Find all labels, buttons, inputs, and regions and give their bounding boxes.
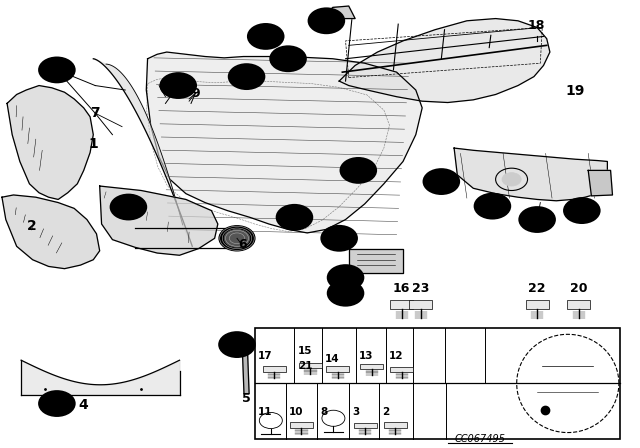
Circle shape: [224, 229, 250, 247]
Text: 5: 5: [242, 392, 251, 405]
Polygon shape: [339, 18, 550, 103]
FancyBboxPatch shape: [354, 422, 377, 428]
Text: 2: 2: [383, 407, 390, 417]
Text: 11: 11: [280, 52, 296, 65]
Text: 12: 12: [389, 351, 403, 361]
FancyBboxPatch shape: [262, 366, 285, 372]
Text: 8: 8: [174, 79, 182, 92]
Circle shape: [276, 205, 312, 230]
Polygon shape: [326, 6, 355, 18]
Text: 3: 3: [353, 407, 360, 417]
Circle shape: [328, 281, 364, 306]
Text: 23: 23: [412, 282, 429, 295]
Circle shape: [308, 8, 344, 33]
Text: 9: 9: [191, 86, 200, 99]
Text: 17: 17: [258, 351, 273, 361]
Circle shape: [228, 64, 264, 89]
Polygon shape: [93, 59, 192, 246]
Text: 19: 19: [566, 84, 585, 98]
Circle shape: [519, 207, 555, 232]
Text: 18: 18: [527, 19, 545, 32]
Circle shape: [219, 226, 255, 251]
Text: 14: 14: [325, 354, 340, 364]
Circle shape: [502, 172, 521, 186]
Circle shape: [248, 24, 284, 49]
Polygon shape: [588, 170, 612, 196]
Text: 1: 1: [88, 137, 98, 151]
FancyBboxPatch shape: [525, 300, 548, 309]
Text: 13: 13: [239, 70, 255, 83]
FancyBboxPatch shape: [360, 364, 383, 370]
Text: 16: 16: [393, 282, 410, 295]
Circle shape: [474, 194, 510, 219]
FancyBboxPatch shape: [326, 366, 349, 372]
Polygon shape: [242, 342, 249, 394]
Text: 23: 23: [229, 338, 245, 351]
Text: 13: 13: [286, 211, 303, 224]
FancyBboxPatch shape: [299, 363, 322, 368]
Polygon shape: [100, 186, 218, 255]
Text: 3: 3: [53, 397, 61, 410]
Polygon shape: [349, 249, 403, 273]
Circle shape: [111, 194, 147, 220]
Text: 12: 12: [331, 232, 348, 245]
Text: 21: 21: [484, 200, 500, 213]
Polygon shape: [147, 52, 422, 233]
FancyBboxPatch shape: [390, 300, 413, 309]
Text: CC067495: CC067495: [454, 434, 505, 444]
FancyBboxPatch shape: [384, 422, 407, 428]
Text: 15: 15: [433, 175, 449, 188]
Text: 14: 14: [337, 271, 354, 284]
Text: 15: 15: [298, 346, 312, 356]
Text: 17: 17: [337, 287, 354, 300]
Circle shape: [328, 265, 364, 290]
Text: 7: 7: [90, 106, 100, 120]
Text: 3: 3: [53, 64, 61, 77]
Text: 13: 13: [359, 351, 374, 361]
Text: 11: 11: [258, 407, 273, 417]
Text: 20: 20: [570, 282, 588, 295]
FancyBboxPatch shape: [567, 300, 590, 309]
Circle shape: [321, 226, 357, 251]
Text: 15: 15: [318, 14, 335, 27]
Text: 10: 10: [257, 30, 274, 43]
Circle shape: [564, 198, 600, 223]
Circle shape: [340, 158, 376, 183]
Text: 8: 8: [321, 407, 328, 417]
Text: 21: 21: [298, 362, 312, 371]
Text: 4: 4: [79, 398, 88, 412]
Text: 20: 20: [529, 213, 545, 226]
FancyBboxPatch shape: [290, 422, 313, 428]
Circle shape: [161, 73, 196, 98]
FancyBboxPatch shape: [390, 367, 413, 372]
Polygon shape: [2, 195, 100, 269]
FancyBboxPatch shape: [410, 300, 433, 309]
Text: 3: 3: [124, 201, 132, 214]
Text: 2: 2: [26, 219, 36, 233]
Circle shape: [270, 46, 306, 71]
Text: 14: 14: [350, 164, 367, 177]
Text: 22: 22: [529, 282, 546, 295]
Circle shape: [39, 391, 75, 416]
Text: 10: 10: [289, 407, 303, 417]
Polygon shape: [7, 86, 93, 199]
Circle shape: [39, 57, 75, 82]
Text: 22: 22: [573, 204, 590, 217]
Circle shape: [424, 169, 460, 194]
Polygon shape: [454, 148, 607, 201]
Circle shape: [219, 332, 255, 357]
Text: 6: 6: [238, 238, 246, 251]
